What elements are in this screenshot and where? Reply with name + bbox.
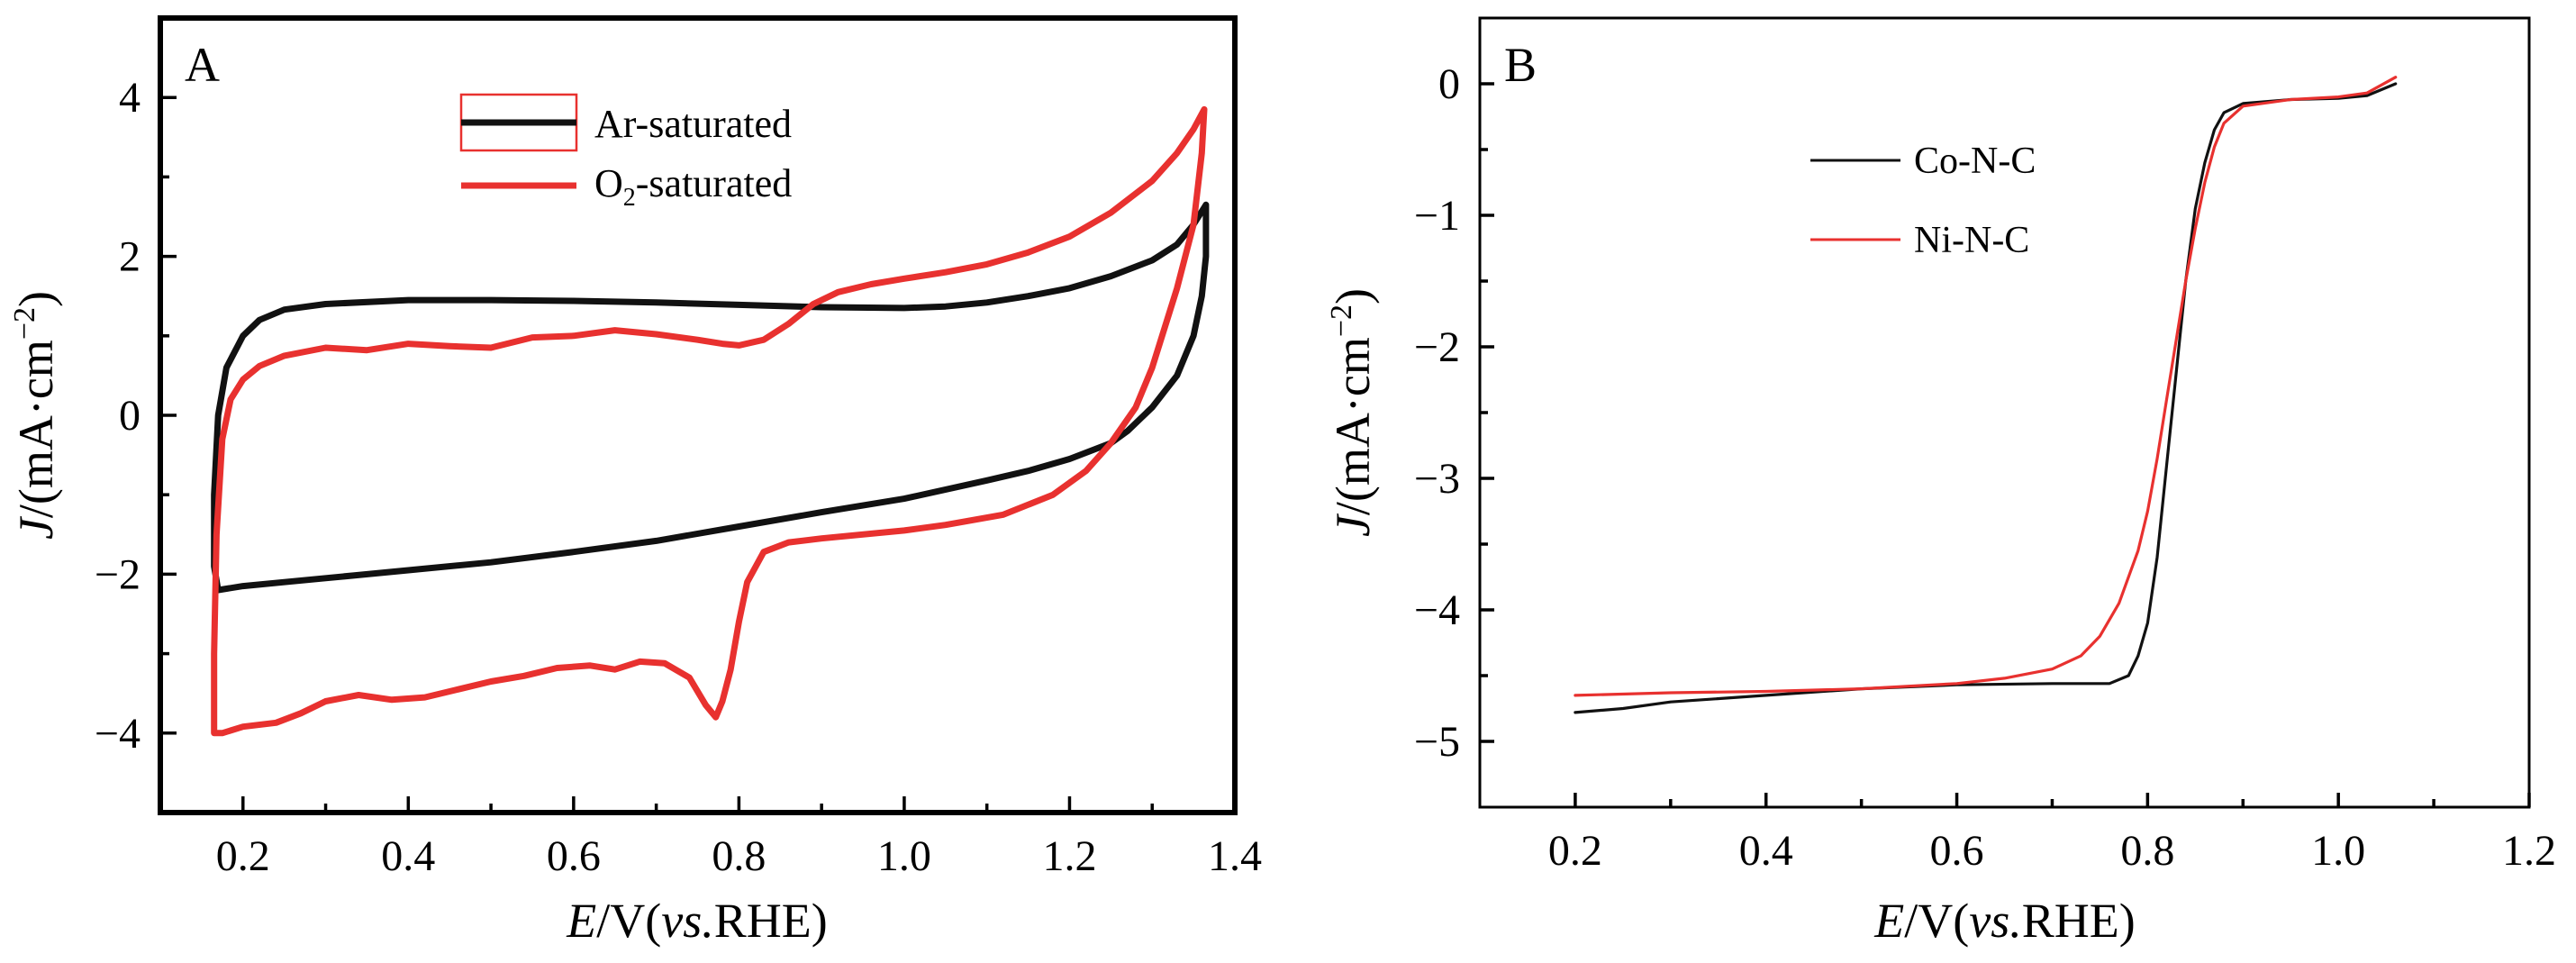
panel-a-curves bbox=[211, 105, 1210, 737]
x-tick-label: 0.8 bbox=[2120, 827, 2174, 875]
x-tick-label: 1.4 bbox=[1208, 832, 1262, 880]
panel-a-plot-frame bbox=[158, 15, 1238, 815]
panel-b-curves bbox=[1574, 76, 2398, 714]
panel-a-legend: Ar-saturated O2-saturated bbox=[459, 93, 792, 212]
x-tick-label: 0.4 bbox=[381, 832, 435, 880]
y-tick-label: 4 bbox=[119, 74, 141, 122]
x-tick-label: 0.4 bbox=[1739, 827, 1793, 875]
y-tick-label: −4 bbox=[95, 710, 141, 758]
x-tick-label: 0.6 bbox=[547, 832, 601, 880]
x-tick-label: 0.8 bbox=[712, 832, 766, 880]
panel-b-legend: Co-N-C Ni-N-C bbox=[1810, 141, 2036, 261]
series-line-o2-saturated bbox=[211, 105, 1208, 737]
panel-a-x-axis-label: E/V(vs.RHE) bbox=[566, 894, 827, 948]
y-tick-label: 2 bbox=[119, 233, 141, 281]
series-line-ni-n-c bbox=[1574, 76, 2398, 697]
legend-label-co: Co-N-C bbox=[1914, 141, 2036, 182]
x-tick-label: 1.0 bbox=[877, 832, 931, 880]
panel-b-x-tick-labels: 0.2 0.4 0.6 0.8 1.0 1.2 bbox=[1548, 827, 2556, 875]
panel-b-y-axis-label: J/(mA·cm−2) bbox=[1325, 288, 1380, 537]
y-tick-label: 0 bbox=[1438, 60, 1460, 108]
panel-b-label: B bbox=[1504, 38, 1537, 92]
panel-a-label: A bbox=[185, 38, 220, 92]
panel-b-plot-frame bbox=[1478, 16, 2531, 809]
panel-b-x-axis-label: E/V(vs.RHE) bbox=[1873, 894, 2135, 948]
panel-b-y-tick-labels: −5 −4 −3 −2 −1 0 bbox=[1414, 60, 1460, 766]
x-tick-label: 1.0 bbox=[2311, 827, 2365, 875]
y-tick-label: −2 bbox=[1414, 323, 1460, 371]
panel-a: A 0.2 0.4 0.6 0.8 1.0 1.2 1.4 −4 −2 0 2 4 Ar-satur… bbox=[8, 15, 1262, 948]
series-line-ar-saturated bbox=[211, 201, 1210, 594]
legend-label-o2: O2-saturated bbox=[594, 161, 792, 212]
legend-label-ni: Ni-N-C bbox=[1914, 220, 2029, 261]
y-tick-label: −2 bbox=[95, 550, 141, 598]
y-tick-label: 0 bbox=[119, 392, 141, 440]
panel-b-ticks bbox=[1480, 82, 2531, 807]
x-tick-label: 1.2 bbox=[2502, 827, 2556, 875]
x-tick-label: 0.2 bbox=[1548, 827, 1602, 875]
legend-label-ar: Ar-saturated bbox=[594, 102, 792, 146]
panel-a-y-tick-labels: −4 −2 0 2 4 bbox=[95, 74, 141, 758]
y-tick-label: −4 bbox=[1414, 586, 1460, 634]
panel-a-y-axis-label: J/(mA·cm−2) bbox=[8, 291, 63, 540]
x-tick-label: 0.2 bbox=[216, 832, 270, 880]
y-tick-label: −5 bbox=[1414, 718, 1460, 766]
y-tick-label: −1 bbox=[1414, 192, 1460, 240]
x-tick-label: 1.2 bbox=[1042, 832, 1096, 880]
x-tick-label: 0.6 bbox=[1930, 827, 1984, 875]
y-tick-label: −3 bbox=[1414, 455, 1460, 503]
panel-b: B 0.2 0.4 0.6 0.8 1.0 1.2 −5 −4 −3 −2 −1 0 Co-N-C … bbox=[1325, 16, 2556, 948]
panel-a-x-tick-labels: 0.2 0.4 0.6 0.8 1.0 1.2 1.4 bbox=[216, 832, 1262, 880]
